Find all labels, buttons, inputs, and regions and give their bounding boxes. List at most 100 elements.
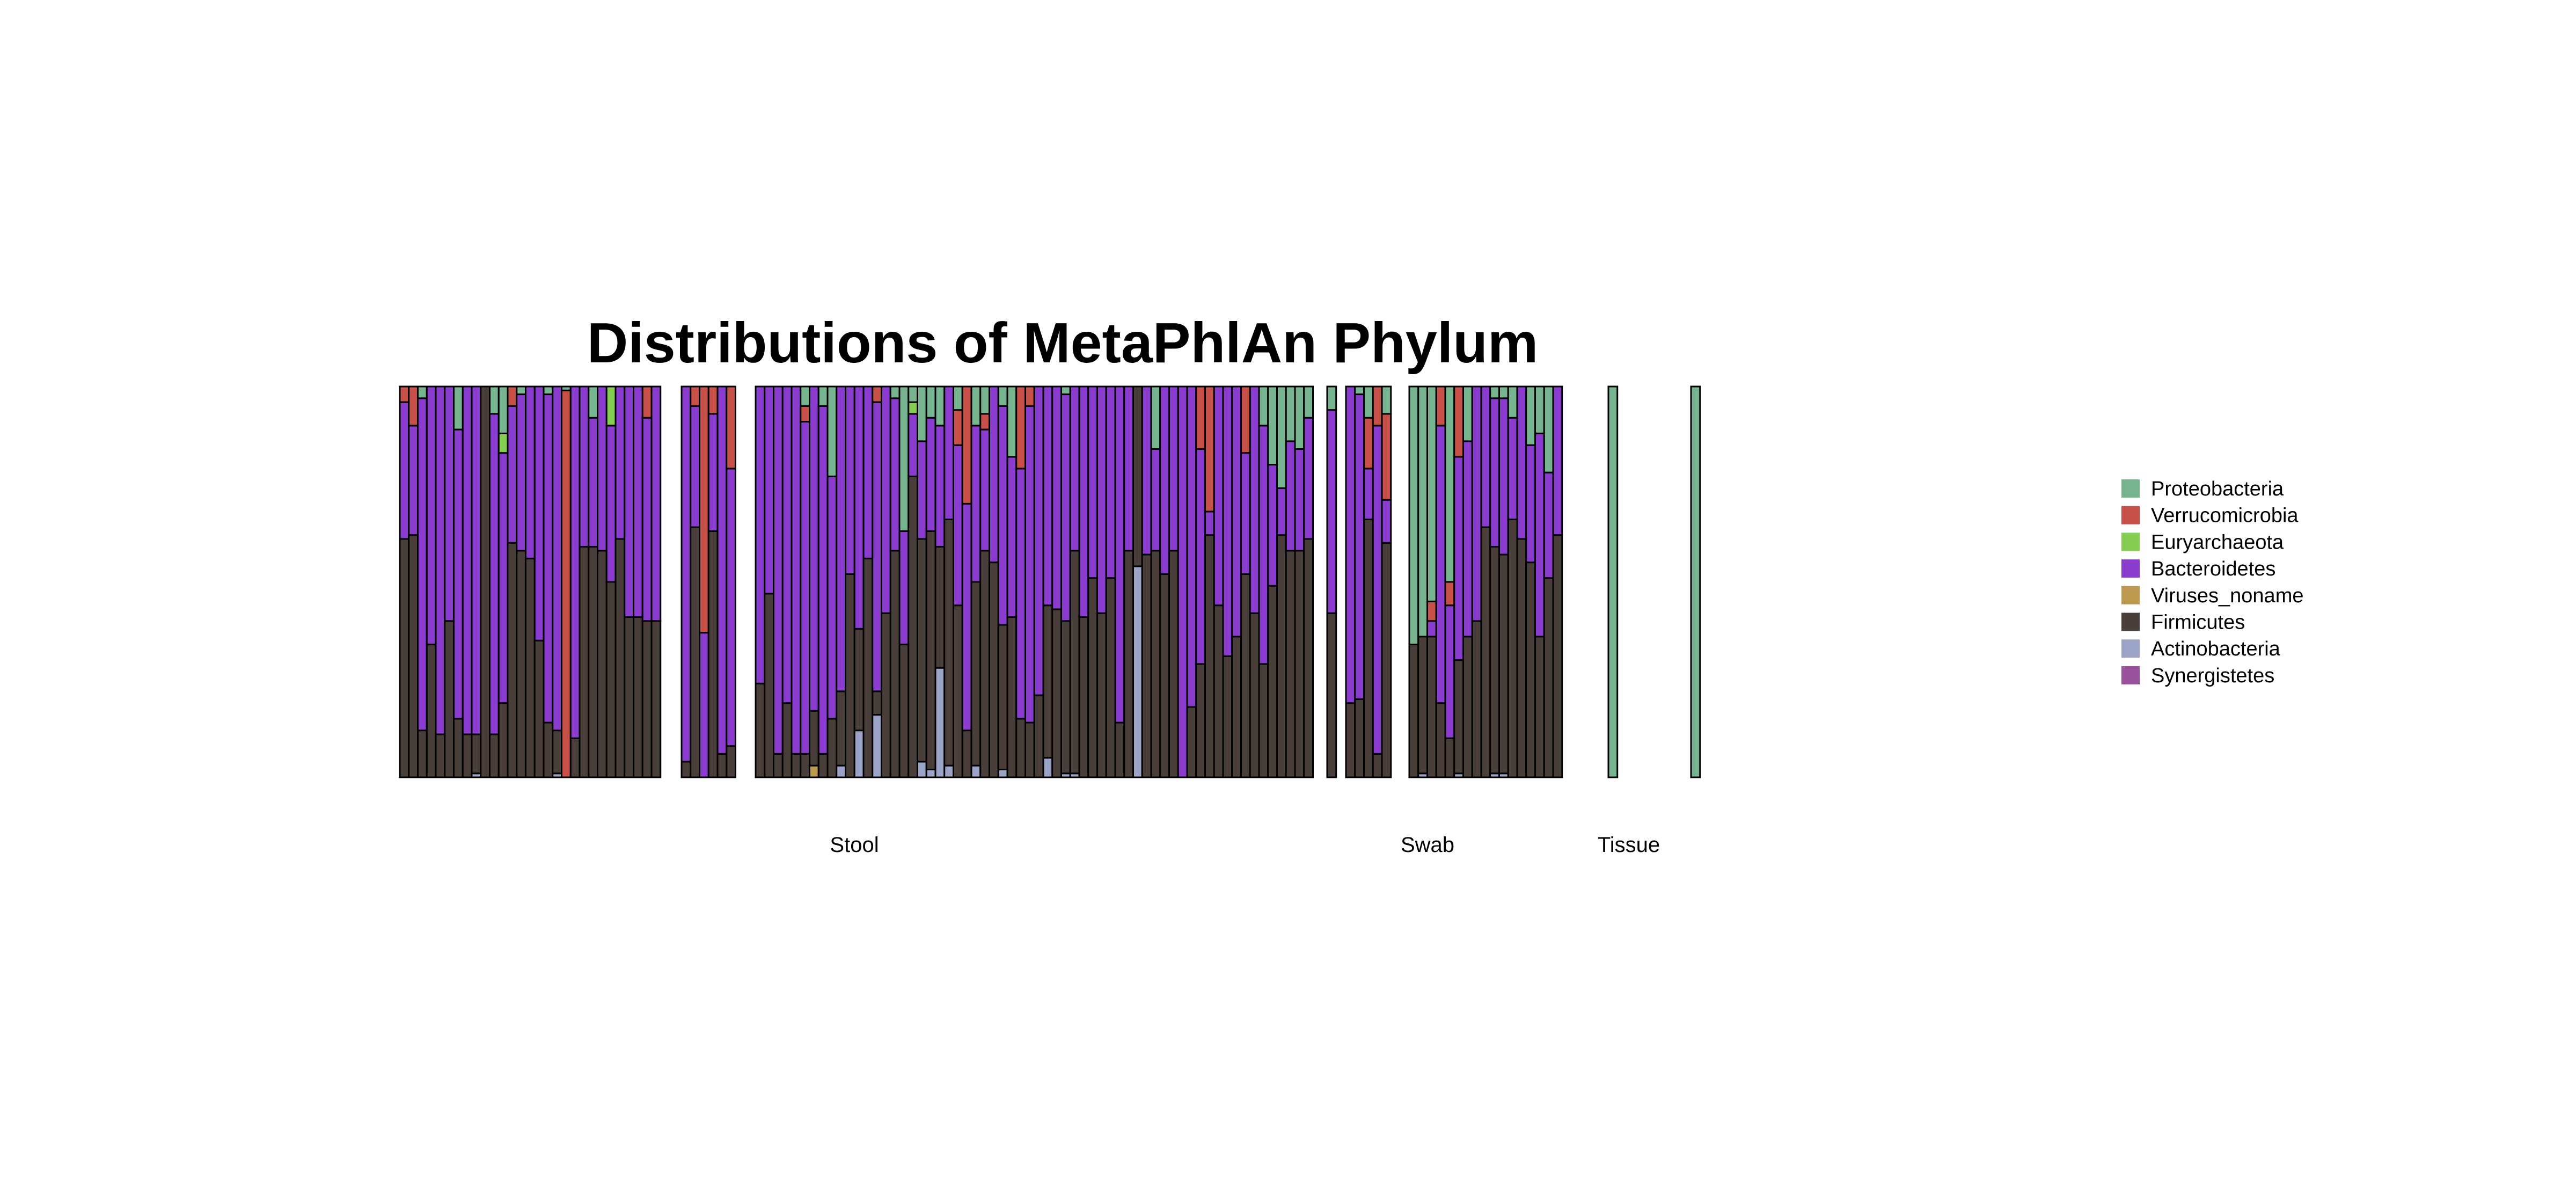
legend-label: Verrucomicrobia (2151, 505, 2299, 527)
bar-segment-proteobacteria (1267, 385, 1278, 466)
bar-segment-firmicutes (961, 730, 972, 778)
bar-segment-firmicutes (889, 550, 901, 778)
bar-segment-bacteroidetes (471, 385, 482, 735)
bar-segment-bacteroidetes (800, 421, 810, 755)
bar-stool-2-5 (716, 385, 728, 778)
bar-segment-bacteroidetes (680, 385, 692, 763)
bar-stool-1-1 (399, 385, 410, 778)
bar-segment-firmicutes (1381, 542, 1392, 778)
bar-segment-verrucomicrobia (1381, 413, 1392, 501)
bar-segment-actinobacteria (917, 761, 927, 778)
bar-segment-bacteroidetes (1345, 385, 1356, 704)
bar-segment-firmicutes (1087, 577, 1098, 778)
bar-stool-1-23 (597, 385, 608, 778)
bar-stool-3-59 (1276, 385, 1287, 778)
bar-segment-firmicutes (1141, 553, 1152, 778)
bar-stool-3-5 (791, 385, 802, 778)
bar-segment-proteobacteria (1507, 385, 1518, 419)
bar-segment-bacteroidetes (1381, 499, 1392, 544)
bar-segment-firmicutes (1345, 702, 1356, 778)
bar-stool-3-31 (1024, 385, 1035, 778)
bar-stool-3-20 (925, 385, 936, 778)
bar-segment-bacteroidetes (614, 385, 626, 540)
bar-segment-firmicutes (853, 628, 865, 732)
legend-swatch (2121, 506, 2140, 524)
bar-stool-1-20 (569, 385, 581, 778)
bar-segment-firmicutes (1132, 385, 1143, 567)
bar-stool-3-35 (1060, 385, 1071, 778)
bar-stool-3-9 (826, 385, 838, 778)
bar-segment-bacteroidetes (1444, 604, 1455, 739)
legend-label: Synergistetes (2151, 665, 2274, 687)
bar-segment-verrucomicrobia (707, 385, 719, 415)
bar-segment-bacteroidetes (1240, 452, 1251, 575)
bar-segment-firmicutes (997, 624, 1008, 770)
bar-segment-firmicutes (588, 545, 598, 778)
bar-segment-firmicutes (435, 733, 446, 778)
bar-segment-firmicutes (426, 643, 437, 778)
bar-stool-3-4 (781, 385, 793, 778)
bar-segment-bacteroidetes (917, 440, 927, 540)
bar-segment-bacteroidetes (925, 417, 936, 532)
bar-segment-bacteroidetes (1222, 385, 1233, 657)
bar-segment-bacteroidetes (525, 385, 536, 559)
bar-segment-bacteroidetes (1015, 468, 1026, 720)
bar-segment-verrucomicrobia (979, 413, 990, 431)
bar-segment-firmicutes (1525, 562, 1536, 778)
bar-segment-actinobacteria (934, 667, 946, 778)
bar-swab-3-9 (1480, 385, 1491, 778)
bar-segment-proteobacteria (417, 385, 428, 399)
bar-stool-1-10 (480, 385, 491, 778)
bar-stool-3-8 (817, 385, 829, 778)
bar-swab-1-1 (1326, 385, 1337, 778)
bar-segment-firmicutes (569, 737, 581, 778)
bar-swab-3-14 (1525, 385, 1536, 778)
bar-segment-bacteroidetes (872, 401, 882, 692)
bar-segment-bacteroidetes (489, 413, 500, 735)
bar-segment-bacteroidetes (1462, 440, 1473, 638)
bar-segment-bacteroidetes (1294, 448, 1305, 552)
bar-segment-bacteroidetes (1543, 471, 1554, 579)
bar-segment-firmicutes (764, 593, 774, 778)
bar-segment-firmicutes (1435, 702, 1446, 778)
bar-segment-firmicutes (453, 718, 464, 778)
bar-segment-bacteroidetes (1471, 385, 1482, 622)
bar-segment-proteobacteria (826, 385, 838, 477)
bar-segment-proteobacteria (1363, 385, 1374, 419)
bar-segment-firmicutes (908, 475, 918, 778)
bar-segment-firmicutes (462, 733, 473, 778)
bar-stool-3-15 (881, 385, 891, 778)
bar-stool-1-22 (588, 385, 598, 778)
bar-segment-proteobacteria (1525, 385, 1536, 446)
bar-segment-proteobacteria (917, 385, 927, 442)
bar-segment-bacteroidetes (1453, 456, 1464, 661)
bar-segment-proteobacteria (1303, 385, 1314, 419)
bar-segment-proteobacteria (953, 385, 963, 411)
legend-item-viruses-noname: Viruses_noname (2121, 585, 2303, 607)
legend-swatch (2121, 479, 2140, 498)
bar-segment-firmicutes (1294, 550, 1305, 778)
bar-tissue-1-1 (1607, 385, 1619, 778)
bar-segment-bacteroidetes (399, 401, 410, 540)
bar-stool-1-25 (614, 385, 626, 778)
bar-segment-bacteroidetes (989, 385, 999, 564)
legend-item-firmicutes: Firmicutes (2121, 611, 2245, 634)
bar-segment-bacteroidetes (699, 632, 709, 778)
bar-stool-3-36 (1069, 385, 1080, 778)
bar-stool-3-37 (1078, 385, 1089, 778)
bar-segment-firmicutes (1159, 573, 1170, 778)
bar-segment-verrucomicrobia (1453, 385, 1464, 458)
bar-segment-proteobacteria (1381, 385, 1392, 415)
bar-segment-bacteroidetes (1060, 393, 1071, 622)
bar-segment-firmicutes (417, 730, 428, 778)
bar-segment-verrucomicrobia (1195, 385, 1206, 450)
bar-segment-proteobacteria (1690, 385, 1701, 778)
bar-segment-proteobacteria (934, 385, 946, 427)
bar-segment-verrucomicrobia (1435, 385, 1446, 427)
bar-segment-firmicutes (953, 604, 963, 778)
bar-stool-3-18 (908, 385, 918, 778)
bar-segment-firmicutes (444, 620, 455, 778)
bar-segment-firmicutes (1543, 577, 1554, 778)
bar-segment-actinobacteria (1132, 565, 1143, 778)
bar-segment-proteobacteria (489, 385, 500, 415)
